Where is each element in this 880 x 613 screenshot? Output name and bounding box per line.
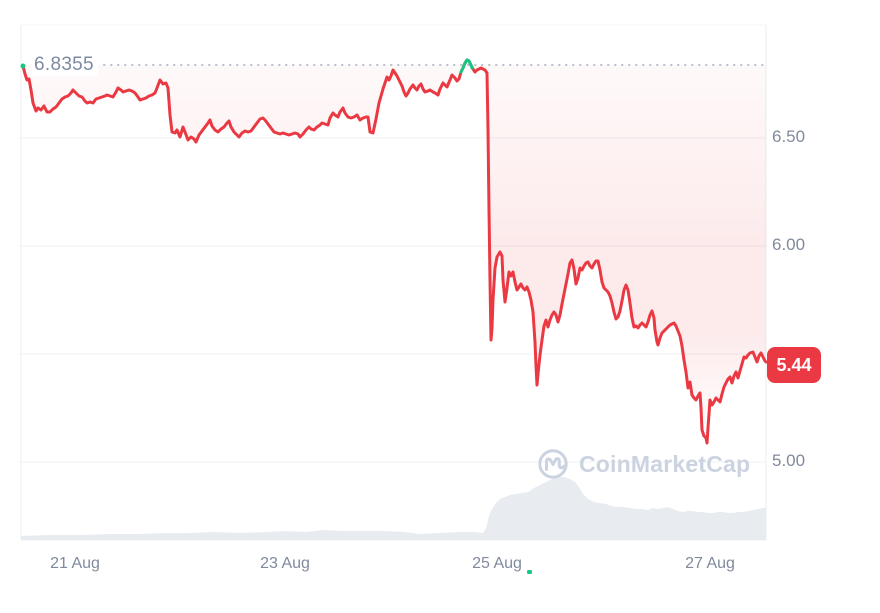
y-axis-tick-500: 5.00 bbox=[772, 451, 806, 470]
y-axis-tick-650: 6.50 bbox=[772, 127, 806, 146]
x-axis-tick-27aug: 27 Aug bbox=[685, 555, 735, 572]
x-axis-tick-23aug: 23 Aug bbox=[260, 555, 310, 572]
all-time-high-label: 6.8355 bbox=[32, 54, 98, 76]
price-line-peak-green-segment bbox=[459, 58, 474, 74]
volume-area bbox=[21, 477, 766, 540]
y-axis-tick-600: 6.00 bbox=[772, 235, 806, 254]
price-line bbox=[21, 58, 768, 445]
x-axis-tick-21aug: 21 Aug bbox=[50, 555, 100, 572]
ath-start-dot bbox=[20, 63, 26, 69]
minor-green-marker bbox=[527, 570, 532, 574]
drawdown-area-fill bbox=[23, 60, 766, 443]
current-price-badge: 5.44 bbox=[767, 347, 821, 383]
x-axis-tick-25aug: 25 Aug bbox=[472, 555, 522, 572]
